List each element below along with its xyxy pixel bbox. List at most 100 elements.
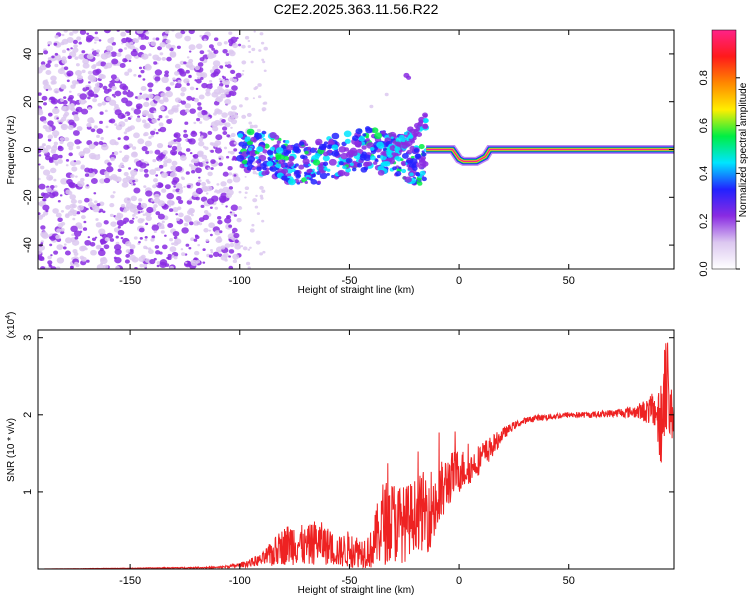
- heatmap-blob: [163, 159, 168, 165]
- heatmap-blob: [76, 74, 84, 81]
- heatmap-blob: [260, 41, 265, 45]
- heatmap-blob: [81, 215, 86, 220]
- heatmap-blob: [74, 139, 81, 145]
- heatmap-blob: [228, 38, 234, 44]
- heatmap-blob: [38, 67, 43, 74]
- heatmap-blob: [200, 204, 205, 209]
- heatmap-blob: [75, 70, 82, 76]
- heatmap-blob: [169, 171, 177, 178]
- heatmap-blob: [184, 138, 188, 142]
- heatmap-blob: [154, 69, 163, 76]
- heatmap-blob: [116, 212, 121, 216]
- heatmap-blob: [161, 244, 168, 250]
- heatmap-blob: [278, 159, 285, 165]
- heatmap-blob: [257, 95, 262, 99]
- heatmap-blob: [252, 198, 258, 203]
- heatmap-blob: [45, 187, 52, 193]
- heatmap-blob: [208, 51, 213, 54]
- heatmap-blob: [60, 227, 65, 232]
- heatmap-blob: [250, 60, 254, 64]
- heatmap-blob: [111, 93, 115, 97]
- heatmap-blob: [227, 150, 231, 154]
- heatmap-blob: [183, 78, 190, 84]
- heatmap-blob: [147, 118, 152, 122]
- heatmap-blob: [255, 194, 258, 197]
- heatmap-blob: [195, 43, 203, 50]
- heatmap-blob: [186, 82, 190, 86]
- heatmap-blob: [56, 117, 59, 120]
- heatmap-blob: [398, 134, 405, 140]
- heatmap-blob: [150, 41, 157, 47]
- heatmap-blob: [228, 42, 234, 47]
- snr-series-line: [38, 342, 674, 569]
- heatmap-blob: [119, 81, 123, 84]
- heatmap-blob: [276, 143, 280, 147]
- heatmap-blob: [145, 190, 153, 197]
- heatmap-blob: [49, 184, 55, 190]
- heatmap-blob: [137, 74, 142, 78]
- heatmap-blob: [76, 126, 83, 132]
- y-tick-label: 3: [22, 335, 34, 341]
- heatmap-blob: [191, 169, 196, 174]
- heatmap-blob: [224, 243, 231, 249]
- heatmap-blob: [41, 232, 49, 239]
- heatmap-blob: [245, 261, 251, 266]
- heatmap-blob: [77, 180, 85, 187]
- heatmap-blob: [211, 91, 219, 98]
- heatmap-blob: [188, 198, 192, 201]
- heatmap-blob: [42, 124, 48, 130]
- heatmap-blob: [177, 80, 182, 84]
- heatmap-blob: [87, 168, 94, 174]
- heatmap-blob: [68, 152, 73, 157]
- heatmap-blob: [103, 30, 111, 34]
- heatmap-blob: [69, 32, 74, 36]
- heatmap-blob: [38, 212, 41, 215]
- heatmap-blob: [43, 102, 47, 106]
- heatmap-blob: [122, 85, 129, 91]
- heatmap-blob: [75, 112, 79, 115]
- heatmap-blob: [251, 47, 256, 52]
- y-tick-label: 0: [22, 146, 34, 152]
- heatmap-blob: [247, 39, 251, 43]
- heatmap-blob: [41, 143, 46, 147]
- heatmap-blob: [103, 220, 109, 225]
- heatmap-blob: [259, 185, 264, 190]
- heatmap-blob: [374, 132, 383, 140]
- heatmap-blob: [59, 194, 63, 197]
- heatmap-blob: [233, 174, 237, 177]
- heatmap-blob: [59, 137, 65, 142]
- heatmap-blob: [283, 155, 290, 161]
- heatmap-blob: [128, 59, 132, 63]
- heatmap-blob: [137, 95, 143, 100]
- heatmap-blob: [195, 187, 204, 194]
- heatmap-blob: [86, 184, 89, 187]
- heatmap-blob: [395, 170, 402, 177]
- heatmap-blob: [83, 220, 87, 224]
- heatmap-blob: [47, 138, 52, 142]
- heatmap-blob: [141, 145, 148, 152]
- heatmap-blob: [132, 179, 136, 183]
- heatmap-blob: [199, 121, 203, 124]
- heatmap-blob: [54, 185, 58, 188]
- heatmap-blob: [74, 236, 79, 240]
- heatmap-blob: [319, 172, 328, 180]
- heatmap-blob: [61, 49, 67, 54]
- heatmap-blob: [256, 212, 261, 215]
- heatmap-blob: [62, 105, 70, 112]
- heatmap-blob: [151, 118, 158, 124]
- heatmap-blob: [89, 241, 96, 247]
- heatmap-blob: [50, 266, 57, 269]
- heatmap-blob: [364, 161, 370, 166]
- heatmap-blob: [67, 103, 75, 110]
- heatmap-blob: [144, 235, 148, 239]
- heatmap-blob: [120, 31, 127, 37]
- heatmap-blob: [145, 258, 151, 263]
- heatmap-blob: [129, 41, 134, 45]
- heatmap-blob: [133, 236, 138, 240]
- heatmap-blob: [47, 255, 52, 260]
- heatmap-blob: [139, 237, 143, 240]
- snr-plot-area: [38, 330, 674, 569]
- heatmap-blob: [154, 76, 161, 82]
- heatmap-blob: [228, 224, 233, 228]
- heatmap-blob: [177, 151, 183, 156]
